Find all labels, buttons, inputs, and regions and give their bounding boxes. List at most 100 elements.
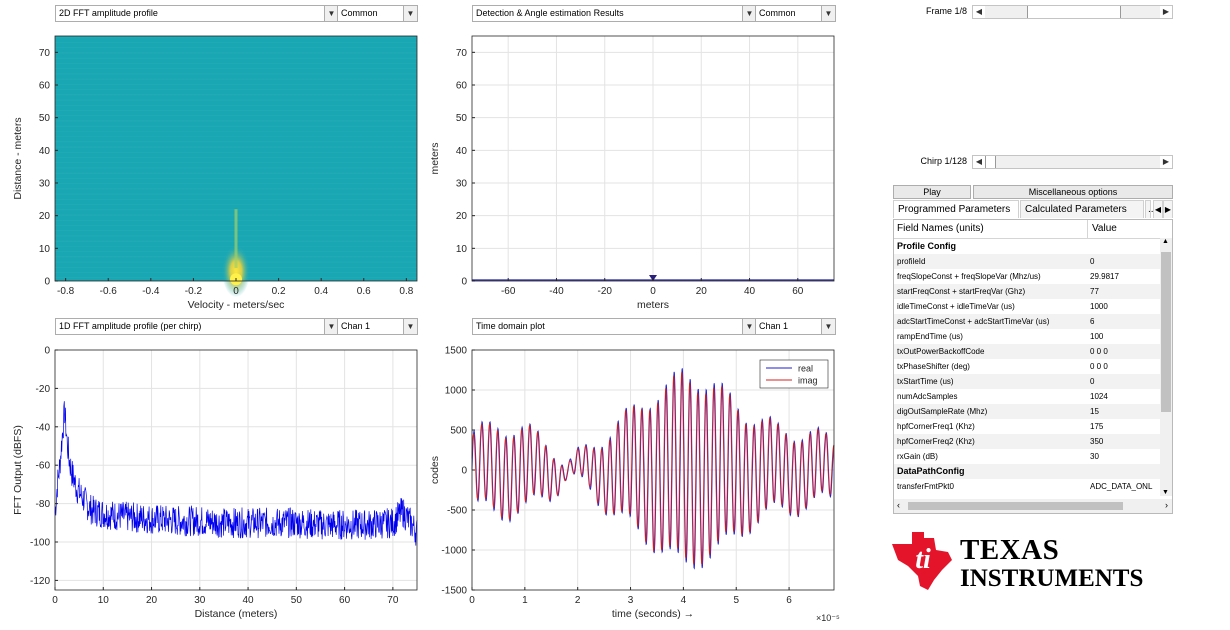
slider-right-arrow-icon[interactable]: ▶ bbox=[1160, 156, 1172, 168]
y-tick-label: 60 bbox=[456, 81, 468, 92]
chevron-down-icon[interactable]: ▼ bbox=[821, 319, 835, 334]
scrollbar-thumb[interactable] bbox=[1161, 252, 1171, 412]
table-row[interactable]: adcStartTimeConst + adcStartTimeVar (us)… bbox=[894, 314, 1160, 329]
chevron-down-icon[interactable]: ▼ bbox=[742, 319, 756, 334]
chevron-down-icon[interactable]: ▼ bbox=[403, 6, 417, 21]
legend-label: real bbox=[798, 364, 813, 374]
value-cell[interactable]: 30 bbox=[1090, 452, 1099, 461]
scroll-right-arrow-icon[interactable]: › bbox=[1165, 500, 1168, 510]
tab-calculated-parameters[interactable]: Calculated Parameters bbox=[1020, 200, 1144, 218]
table-row[interactable]: txOutPowerBackoffCode 0 0 0 bbox=[894, 344, 1160, 359]
slider-thumb[interactable] bbox=[985, 156, 996, 168]
y-tick-label: 20 bbox=[39, 211, 51, 222]
value-cell[interactable]: 0 0 0 bbox=[1090, 347, 1108, 356]
table-row[interactable]: startFreqConst + startFreqVar (Ghz) 77 bbox=[894, 284, 1160, 299]
value-cell[interactable]: ADC_DATA_ONL bbox=[1090, 482, 1153, 491]
chevron-down-icon[interactable]: ▼ bbox=[324, 319, 338, 334]
dropdown-label: 2D FFT amplitude profile bbox=[59, 8, 158, 18]
plot-type-dropdown-time[interactable]: Time domain plot ▼ bbox=[472, 318, 757, 335]
value-cell[interactable]: 77 bbox=[1090, 287, 1099, 296]
y-tick-label: 30 bbox=[39, 179, 51, 190]
scroll-left-arrow-icon[interactable]: ‹ bbox=[897, 500, 900, 510]
scroll-down-arrow-icon[interactable]: ▼ bbox=[1162, 489, 1169, 496]
tab-scroll-left-icon[interactable]: ◀ bbox=[1153, 200, 1163, 218]
tab-scroll-right-icon[interactable]: ▶ bbox=[1163, 200, 1173, 218]
dropdown-label: Common bbox=[341, 8, 378, 18]
x-tick-label: 10 bbox=[98, 595, 110, 606]
y-tick-label: 0 bbox=[461, 466, 467, 477]
value-cell[interactable]: 1000 bbox=[1090, 302, 1108, 311]
x-tick-label: 60 bbox=[339, 595, 351, 606]
x-tick-label: 50 bbox=[291, 595, 303, 606]
play-button[interactable]: Play bbox=[893, 185, 971, 199]
scrollbar-thumb[interactable] bbox=[908, 502, 1123, 510]
frame-slider[interactable]: ◀ ▶ bbox=[972, 5, 1173, 19]
slider-left-arrow-icon[interactable]: ◀ bbox=[973, 156, 985, 168]
value-cell[interactable]: 100 bbox=[1090, 332, 1104, 341]
table-row[interactable]: txStartTime (us) 0 bbox=[894, 374, 1160, 389]
channel-dropdown-1dfft[interactable]: Chan 1 ▼ bbox=[337, 318, 418, 335]
y-tick-label: 70 bbox=[456, 48, 468, 59]
table-row[interactable]: freqSlopeConst + freqSlopeVar (Mhz/us) 29… bbox=[894, 269, 1160, 284]
y-tick-label: 500 bbox=[450, 426, 467, 437]
table-row[interactable]: rxGain (dB) 30 bbox=[894, 449, 1160, 464]
x-tick-label: 4 bbox=[681, 595, 687, 606]
chirp-slider[interactable]: ◀ ▶ bbox=[972, 155, 1173, 169]
channel-dropdown-time[interactable]: Chan 1 ▼ bbox=[755, 318, 836, 335]
x-tick-label: 20 bbox=[146, 595, 158, 606]
table-row[interactable]: transferFmtPkt0 ADC_DATA_ONL bbox=[894, 479, 1160, 494]
chevron-down-icon[interactable]: ▼ bbox=[403, 319, 417, 334]
tab-programmed-parameters[interactable]: Programmed Parameters bbox=[893, 200, 1019, 218]
chevron-down-icon[interactable]: ▼ bbox=[742, 6, 756, 21]
dropdown-label: Detection & Angle estimation Results bbox=[476, 8, 624, 18]
x-tick-label: -40 bbox=[549, 286, 564, 297]
table-row[interactable]: profileId 0 bbox=[894, 254, 1160, 269]
value-cell[interactable]: 0 bbox=[1090, 377, 1095, 386]
y-tick-label: 40 bbox=[456, 146, 468, 157]
plot-type-dropdown-detection[interactable]: Detection & Angle estimation Results ▼ bbox=[472, 5, 757, 22]
table-row[interactable]: rampEndTime (us) 100 bbox=[894, 329, 1160, 344]
scroll-up-arrow-icon[interactable]: ▲ bbox=[1162, 238, 1169, 245]
x-tick-label: -20 bbox=[598, 286, 613, 297]
channel-dropdown-detection[interactable]: Common ▼ bbox=[755, 5, 836, 22]
plot-type-dropdown-1dfft[interactable]: 1D FFT amplitude profile (per chirp) ▼ bbox=[55, 318, 339, 335]
y-tick-label: 0 bbox=[44, 277, 50, 288]
tab-more[interactable]: ... bbox=[1145, 200, 1156, 218]
table-horizontal-scrollbar[interactable]: ‹ › bbox=[894, 499, 1172, 513]
plot-type-dropdown-2dfft[interactable]: 2D FFT amplitude profile ▼ bbox=[55, 5, 339, 22]
value-cell[interactable]: 15 bbox=[1090, 407, 1099, 416]
params-table: Field Names (units) Value Profile Config… bbox=[893, 219, 1173, 514]
value-cell[interactable]: 0 bbox=[1090, 257, 1095, 266]
y-axis-label: meters bbox=[429, 142, 441, 174]
table-row[interactable]: Profile Config bbox=[894, 239, 1160, 254]
slider-thumb[interactable] bbox=[1026, 6, 1121, 18]
y-axis-label: codes bbox=[429, 456, 441, 484]
slider-right-arrow-icon[interactable]: ▶ bbox=[1160, 6, 1172, 18]
chevron-down-icon[interactable]: ▼ bbox=[324, 6, 338, 21]
value-cell[interactable]: 29.9817 bbox=[1090, 272, 1119, 281]
misc-options-button[interactable]: Miscellaneous options bbox=[973, 185, 1173, 199]
legend: real imag bbox=[759, 359, 829, 389]
value-cell[interactable]: 6 bbox=[1090, 317, 1095, 326]
channel-dropdown-2dfft[interactable]: Common ▼ bbox=[337, 5, 418, 22]
field-name-cell: transferFmtPkt0 bbox=[897, 482, 954, 491]
table-row[interactable]: idleTimeConst + idleTimeVar (us) 1000 bbox=[894, 299, 1160, 314]
value-cell[interactable]: 1024 bbox=[1090, 392, 1108, 401]
value-cell[interactable]: 0 0 0 bbox=[1090, 362, 1108, 371]
table-row[interactable]: numAdcSamples 1024 bbox=[894, 389, 1160, 404]
table-row[interactable]: DataPathConfig bbox=[894, 464, 1160, 479]
value-cell[interactable]: 350 bbox=[1090, 437, 1104, 446]
column-header-field[interactable]: Field Names (units) bbox=[897, 223, 984, 234]
chevron-down-icon[interactable]: ▼ bbox=[821, 6, 835, 21]
ti-logo-line2: INSTRUMENTS bbox=[960, 565, 1144, 592]
table-row[interactable]: txPhaseShifter (deg) 0 0 0 bbox=[894, 359, 1160, 374]
table-row[interactable]: hpfCornerFreq1 (Khz) 175 bbox=[894, 419, 1160, 434]
column-header-value[interactable]: Value bbox=[1092, 223, 1117, 234]
value-cell[interactable]: 175 bbox=[1090, 422, 1104, 431]
legend-label: imag bbox=[798, 376, 818, 386]
slider-left-arrow-icon[interactable]: ◀ bbox=[973, 6, 985, 18]
table-row[interactable]: hpfCornerFreq2 (Khz) 350 bbox=[894, 434, 1160, 449]
table-vertical-scrollbar[interactable]: ▲ ▼ bbox=[1160, 238, 1172, 496]
table-row[interactable]: digOutSampleRate (Mhz) 15 bbox=[894, 404, 1160, 419]
field-name-cell: txOutPowerBackoffCode bbox=[897, 347, 985, 356]
